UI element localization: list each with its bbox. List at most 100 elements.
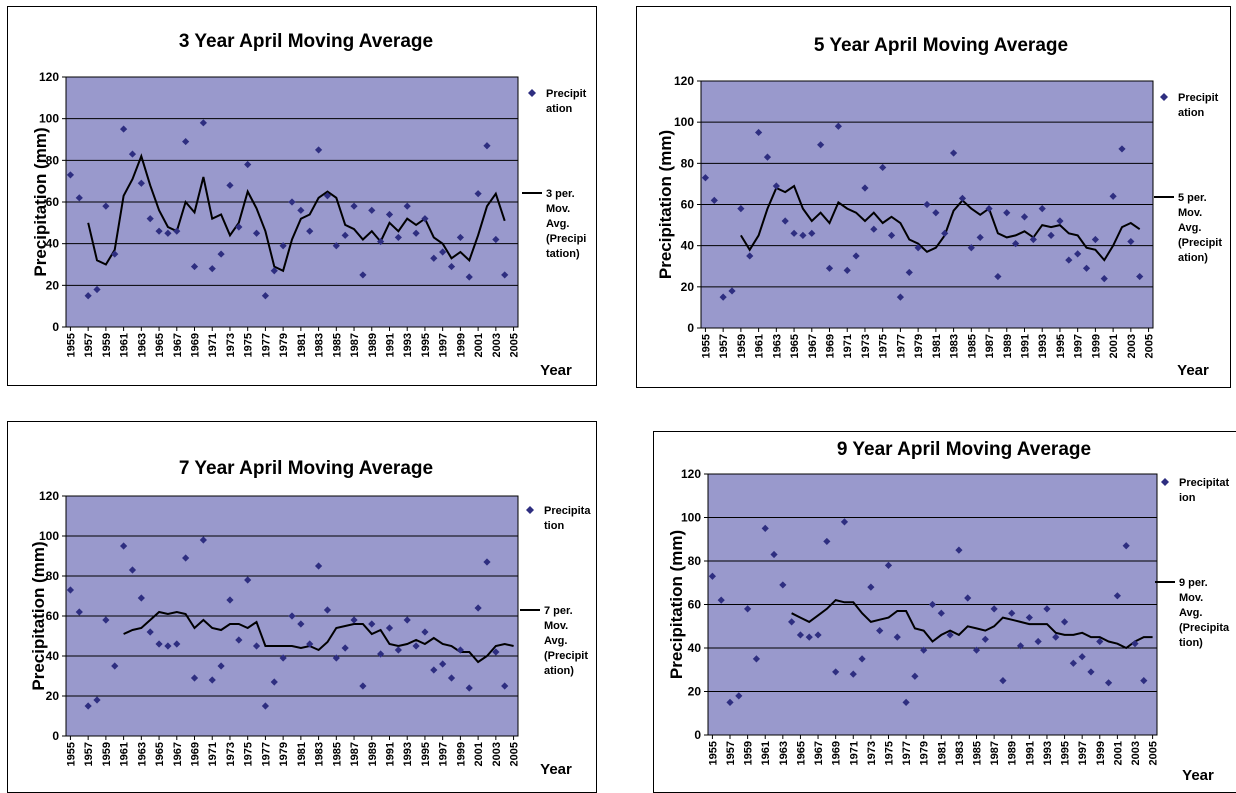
data-point — [1118, 145, 1126, 153]
x-tick-label: 1985 — [972, 741, 984, 765]
x-axis-label: Year — [540, 362, 572, 379]
data-point — [84, 292, 92, 300]
y-tick-label: 100 — [39, 112, 59, 126]
x-tick-label: 1989 — [1002, 334, 1014, 358]
data-point — [928, 600, 937, 609]
x-tick-label: 1979 — [278, 333, 290, 357]
data-point — [834, 122, 842, 130]
data-point — [465, 684, 473, 692]
data-point — [208, 265, 216, 273]
data-point — [896, 293, 905, 301]
data-point — [483, 558, 491, 566]
data-point — [879, 163, 887, 172]
y-tick-label: 120 — [39, 70, 59, 84]
x-tick-label: 1999 — [1095, 741, 1107, 765]
y-tick-label: 20 — [681, 280, 695, 294]
y-tick-label: 0 — [694, 728, 701, 742]
data-point — [421, 215, 429, 223]
data-point — [102, 202, 110, 210]
data-point — [958, 194, 967, 202]
x-tick-label: 1961 — [119, 742, 131, 766]
x-tick-label: 1999 — [455, 333, 467, 357]
data-point — [814, 631, 822, 639]
x-tick-label: 1975 — [243, 742, 255, 766]
x-tick-label: 1957 — [83, 742, 95, 766]
x-tick-label: 1993 — [402, 742, 414, 766]
y-axis-label: Precipitation (mm) — [656, 130, 675, 279]
chart-title: 9 Year April Moving Average — [837, 439, 1091, 460]
x-tick-label: 2003 — [491, 742, 503, 766]
data-point — [1074, 250, 1082, 258]
x-tick-label: 1981 — [296, 333, 308, 357]
moving-average-line — [791, 598, 1153, 650]
legend-label-moving-average: 9 per. Mov. Avg. (Precipita tion) — [1179, 577, 1230, 649]
x-tick-label: 1959 — [743, 741, 755, 765]
data-point — [270, 678, 278, 686]
y-tick-label: 20 — [688, 685, 702, 699]
data-point — [719, 293, 727, 301]
data-point — [359, 271, 367, 279]
y-tick-label: 80 — [681, 156, 695, 170]
data-point — [297, 206, 305, 214]
data-point — [447, 262, 456, 271]
data-point — [288, 612, 296, 620]
x-tick-label: 1965 — [154, 333, 166, 357]
x-tick-label: 2001 — [473, 742, 485, 766]
y-tick-label: 100 — [681, 511, 701, 525]
data-point — [314, 146, 323, 154]
x-tick-label: 1971 — [842, 334, 854, 358]
x-tick-label: 1993 — [1042, 741, 1054, 765]
data-point — [1136, 272, 1144, 281]
x-tick-label: 1971 — [207, 742, 219, 766]
data-point — [412, 229, 420, 237]
y-tick-label: 40 — [46, 649, 60, 663]
data-point — [985, 205, 993, 213]
y-tick-label: 20 — [46, 278, 60, 292]
data-point — [368, 206, 376, 214]
data-point — [244, 160, 252, 169]
chart-title: 7 Year April Moving Average — [179, 458, 433, 479]
data-point — [465, 273, 473, 281]
x-tick-label: 1981 — [296, 742, 308, 766]
x-tick-label: 1973 — [225, 742, 237, 766]
data-point — [93, 696, 101, 704]
data-point — [1087, 668, 1095, 676]
y-tick-label: 40 — [688, 641, 702, 655]
x-tick-label: 1955 — [65, 333, 77, 357]
data-point — [1047, 231, 1055, 239]
data-point — [808, 229, 816, 237]
y-tick-label: 60 — [46, 195, 60, 209]
x-tick-label: 1995 — [1060, 741, 1072, 765]
chart-svg-9yr: 0 20 40 60 80 100 120 1955 1957 1959 1961 1963 1965 1… — [667, 439, 1230, 784]
y-tick-label: 120 — [681, 467, 701, 481]
y-tick-label: 80 — [46, 153, 60, 167]
x-tick-label: 1997 — [1073, 334, 1085, 358]
x-axis-label: Year — [1177, 362, 1209, 379]
data-point — [137, 179, 145, 187]
data-point — [1082, 264, 1091, 272]
data-point — [84, 702, 92, 710]
data-point — [297, 620, 305, 628]
data-point — [341, 231, 349, 239]
data-point — [1140, 677, 1148, 685]
data-point — [744, 605, 752, 613]
x-tick-label: 1981 — [931, 334, 943, 358]
chart-panel-7yr: 0 20 40 60 80 100 120 1955 1957 1959 1961 1963 1965 1… — [7, 421, 597, 793]
data-point — [120, 542, 128, 550]
data-point — [279, 654, 287, 662]
data-point — [350, 616, 358, 624]
data-point — [746, 252, 754, 260]
data-point — [137, 594, 145, 602]
data-point — [1096, 637, 1104, 646]
y-axis-label: Precipitation (mm) — [667, 530, 686, 679]
data-point — [164, 229, 172, 237]
data-point — [492, 235, 500, 244]
data-point — [1043, 605, 1051, 613]
x-tick-label: 1969 — [825, 334, 837, 358]
data-point — [306, 227, 314, 235]
x-tick-label: 2001 — [473, 333, 485, 357]
data-point — [190, 262, 199, 271]
data-point — [235, 223, 243, 231]
x-tick-label: 1967 — [807, 334, 819, 358]
data-point — [799, 231, 807, 239]
